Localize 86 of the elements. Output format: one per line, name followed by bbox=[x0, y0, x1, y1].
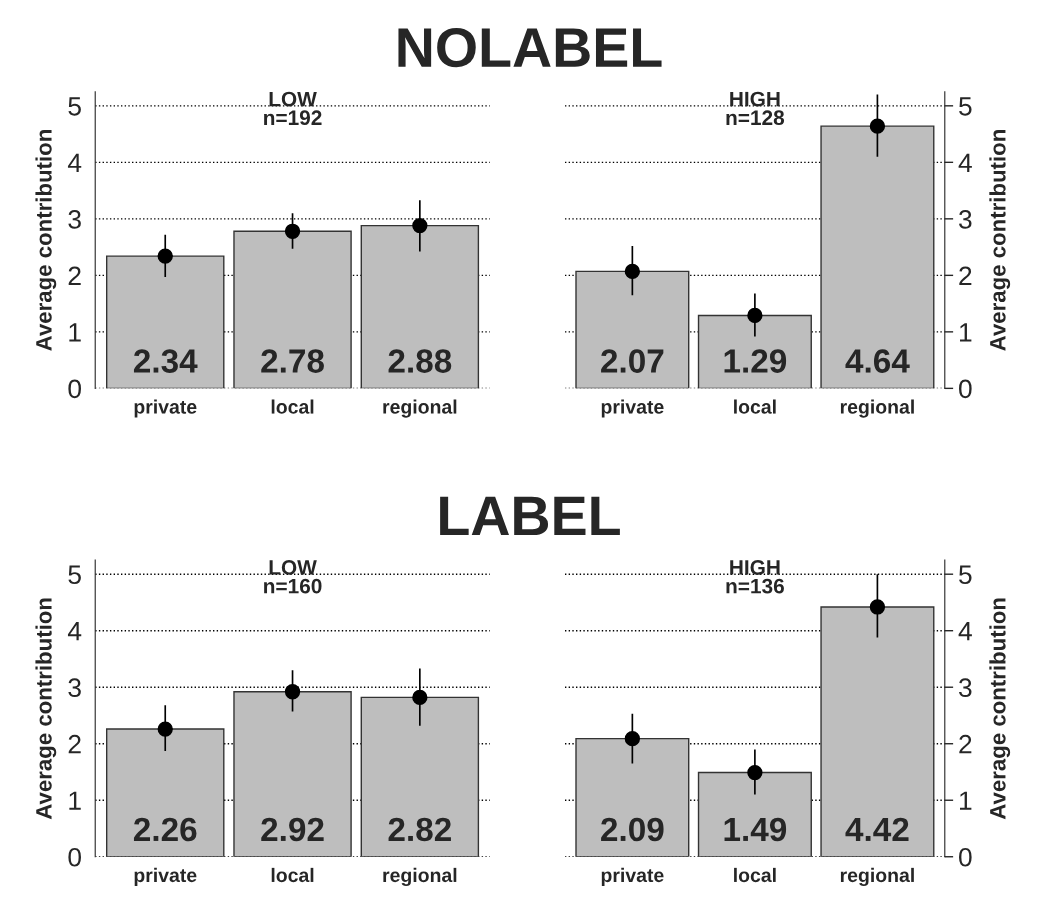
point bbox=[412, 689, 428, 706]
y2-tick-label: 0 bbox=[959, 847, 972, 867]
bar bbox=[575, 737, 690, 857]
y2-tick-label: 5 bbox=[959, 97, 972, 116]
point bbox=[624, 263, 640, 280]
y2-tick-label: 0 bbox=[959, 379, 972, 399]
y2-tick-label: 3 bbox=[958, 209, 972, 229]
data-label: 2.34 bbox=[133, 349, 198, 373]
y-tick-label: 3 bbox=[68, 209, 81, 229]
y2-tick-label: 5 bbox=[959, 565, 972, 585]
y2-axis-title: Average contribution bbox=[989, 598, 1011, 820]
y-tick-label: 1 bbox=[69, 791, 81, 810]
text: n=160 bbox=[264, 578, 322, 594]
chart-title: LOW bbox=[269, 91, 317, 107]
y2-tick-label: 4 bbox=[958, 622, 972, 641]
y-tick-label: 0 bbox=[68, 379, 81, 399]
y-tick-label: 4 bbox=[67, 622, 82, 641]
chart-title: HIGH bbox=[730, 91, 780, 107]
bar bbox=[360, 224, 480, 389]
y2-tick-label: 2 bbox=[959, 734, 972, 754]
data-label: 2.92 bbox=[261, 817, 324, 842]
point bbox=[284, 684, 301, 700]
x-tick-label: regional bbox=[840, 399, 914, 418]
point bbox=[412, 217, 428, 234]
bar bbox=[820, 125, 935, 389]
y-tick-label: 4 bbox=[67, 153, 82, 172]
point bbox=[869, 599, 886, 615]
point bbox=[157, 248, 173, 264]
y-axis-title: Average contribution bbox=[35, 130, 57, 351]
y-tick-label: 2 bbox=[68, 266, 81, 285]
data-label: 2.07 bbox=[601, 349, 664, 373]
text: n=136 bbox=[726, 578, 784, 594]
bar bbox=[105, 255, 225, 389]
bar bbox=[575, 270, 690, 389]
bar bbox=[233, 691, 352, 857]
point bbox=[869, 118, 886, 134]
y-axis-title: Average contribution bbox=[35, 598, 57, 820]
bar bbox=[697, 771, 812, 857]
y-tick-label: 5 bbox=[68, 565, 81, 585]
bar bbox=[233, 230, 352, 389]
x-tick-label: private bbox=[601, 399, 664, 418]
point bbox=[747, 764, 763, 781]
x-tick-label: regional bbox=[383, 399, 457, 418]
point bbox=[284, 223, 301, 239]
data-label: 1.49 bbox=[724, 817, 787, 842]
y2-tick-label: 1 bbox=[960, 323, 972, 342]
x-tick-label: regional bbox=[383, 867, 457, 887]
bar bbox=[697, 314, 812, 389]
y-tick-label: 0 bbox=[68, 847, 81, 867]
data-label: 2.88 bbox=[388, 349, 452, 373]
point bbox=[157, 721, 173, 737]
x-tick-label: private bbox=[134, 867, 197, 886]
y-tick-label: 2 bbox=[68, 734, 81, 754]
bar bbox=[820, 606, 935, 857]
x-tick-label: private bbox=[134, 399, 197, 418]
text: n=128 bbox=[726, 110, 785, 126]
data-label: 4.42 bbox=[845, 817, 909, 841]
y2-tick-label: 3 bbox=[958, 678, 972, 698]
y2-axis-title: Average contribution bbox=[989, 130, 1011, 351]
text: LABEL bbox=[440, 496, 620, 536]
x-tick-label: private bbox=[601, 867, 664, 886]
y2-tick-label: 2 bbox=[959, 266, 972, 285]
y-tick-label: 1 bbox=[69, 323, 81, 342]
data-label: 2.09 bbox=[601, 817, 664, 842]
point bbox=[624, 731, 640, 747]
x-tick-label: local bbox=[271, 867, 314, 883]
bar bbox=[105, 728, 225, 857]
data-label: 2.82 bbox=[388, 817, 451, 842]
y-tick-label: 3 bbox=[68, 678, 81, 698]
x-tick-label: local bbox=[734, 399, 776, 414]
data-label: 1.29 bbox=[724, 349, 787, 373]
y-tick-label: 5 bbox=[68, 97, 81, 116]
bar bbox=[360, 696, 480, 857]
x-tick-label: local bbox=[734, 867, 776, 883]
data-label: 2.26 bbox=[133, 817, 197, 842]
chart-title: HIGH bbox=[730, 560, 780, 575]
x-tick-label: local bbox=[271, 399, 314, 414]
x-tick-label: regional bbox=[840, 867, 914, 887]
text: NOLABEL bbox=[398, 27, 662, 68]
point bbox=[747, 307, 763, 324]
y2-tick-label: 1 bbox=[960, 791, 972, 810]
data-label: 4.64 bbox=[845, 349, 910, 373]
data-label: 2.78 bbox=[261, 349, 324, 373]
y2-tick-label: 4 bbox=[958, 153, 972, 172]
chart-title: LOW bbox=[269, 560, 317, 575]
text: n=192 bbox=[264, 110, 322, 126]
